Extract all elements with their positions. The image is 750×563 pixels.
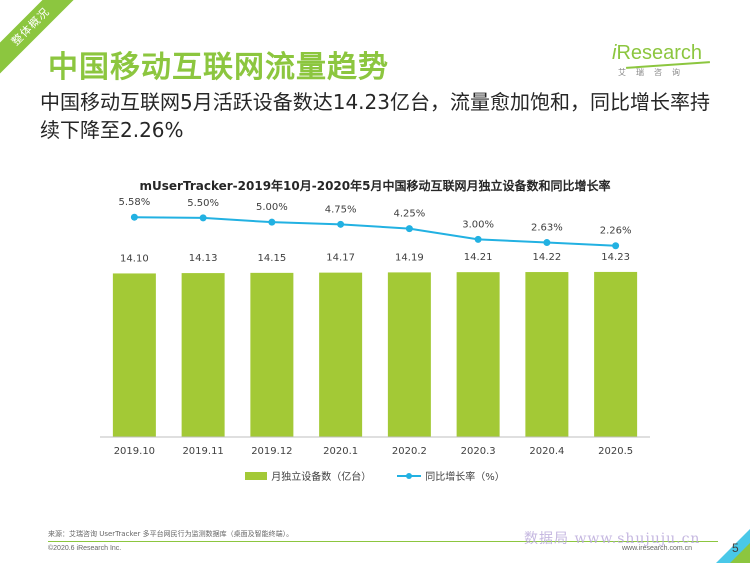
growth-rate-point — [612, 242, 620, 250]
growth-rate-point — [268, 218, 276, 226]
growth-rate-label: 5.50% — [187, 198, 219, 209]
x-tick-label: 2019.10 — [114, 446, 155, 457]
growth-rate-label: 5.00% — [256, 202, 288, 213]
bar — [456, 272, 500, 437]
growth-rate-label: 5.58% — [118, 197, 150, 208]
x-tick-label: 2020.4 — [529, 446, 564, 457]
footer-divider — [48, 541, 718, 542]
growth-rate-label: 3.00% — [462, 219, 494, 230]
copyright: ©2020.6 iResearch Inc. — [48, 545, 122, 552]
growth-rate-label: 4.75% — [325, 204, 357, 215]
x-tick-label: 2020.3 — [461, 446, 496, 457]
bar-value-label: 14.21 — [464, 252, 493, 263]
legend-label-bar: 月独立设备数（亿台） — [271, 472, 372, 483]
legend-item-line: 同比增长率（%） — [397, 468, 505, 483]
growth-rate-point — [405, 225, 413, 233]
x-tick-label: 2019.11 — [182, 446, 223, 457]
bar — [319, 272, 363, 437]
bar-value-label: 14.23 — [601, 252, 630, 263]
page-title: 中国移动互联网流量趋势 — [48, 50, 389, 85]
growth-rate-point — [543, 239, 551, 247]
growth-rate-label: 2.63% — [531, 223, 563, 234]
x-tick-label: 2020.1 — [323, 446, 358, 457]
page-subtitle: 中国移动互联网5月活跃设备数达14.23亿台，流量愈加饱和，同比增长率持续下降至… — [40, 90, 710, 142]
logo-brand: iResearch — [612, 42, 712, 65]
bar-value-label: 14.19 — [395, 252, 424, 263]
bar-value-label: 14.13 — [189, 253, 218, 264]
legend-swatch-bar — [245, 471, 268, 480]
growth-rate-line — [134, 216, 616, 247]
bar — [112, 273, 156, 437]
bar-value-label: 14.15 — [258, 253, 287, 264]
logo-brand-i: i — [612, 42, 617, 64]
chart-title: mUserTracker-2019年10月-2020年5月中国移动互联网月独立设… — [139, 179, 611, 193]
bar — [250, 272, 294, 437]
legend-swatch-line — [397, 472, 422, 480]
corner-decoration-green — [730, 543, 750, 563]
x-tick-label: 2020.5 — [598, 446, 633, 457]
bar-value-label: 14.17 — [326, 253, 355, 264]
logo-brand-rest: Research — [616, 42, 703, 64]
bar-value-label: 14.22 — [533, 252, 562, 263]
x-tick-label: 2020.2 — [392, 446, 427, 457]
bar-value-label: 14.10 — [120, 253, 149, 264]
bar — [387, 272, 431, 437]
growth-rate-point — [130, 213, 138, 221]
logo-tagline: 艾瑞咨询 — [618, 68, 690, 77]
website-link[interactable]: www.iresearch.com.cn — [622, 545, 693, 552]
bar — [181, 273, 225, 437]
combo-chart: 14.10 2019.10 14.13 2019.11 14.15 2019.12 14.1… — [100, 197, 650, 457]
legend-label-line: 同比增长率（%） — [425, 472, 505, 483]
growth-rate-point — [337, 220, 345, 228]
growth-rate-label: 4.25% — [393, 209, 425, 220]
watermark: 数据局 www.shujuju.cn — [524, 531, 701, 547]
x-tick-label: 2019.12 — [251, 446, 292, 457]
source-note: 来源：艾瑞咨询 UserTracker 多平台网民行为监测数据库（桌面及智能终端… — [48, 530, 294, 538]
growth-rate-point — [199, 214, 207, 222]
chart-legend: 月独立设备数（亿台） 同比增长率（%） — [0, 468, 750, 483]
bar — [594, 271, 638, 437]
growth-rate-point — [474, 235, 482, 243]
iresearch-logo: iResearch 艾瑞咨询 — [612, 42, 712, 88]
growth-rate-label: 2.26% — [600, 226, 632, 237]
page-number: 5 — [732, 541, 739, 555]
legend-item-bar: 月独立设备数（亿台） — [245, 468, 371, 483]
bar — [525, 272, 569, 437]
